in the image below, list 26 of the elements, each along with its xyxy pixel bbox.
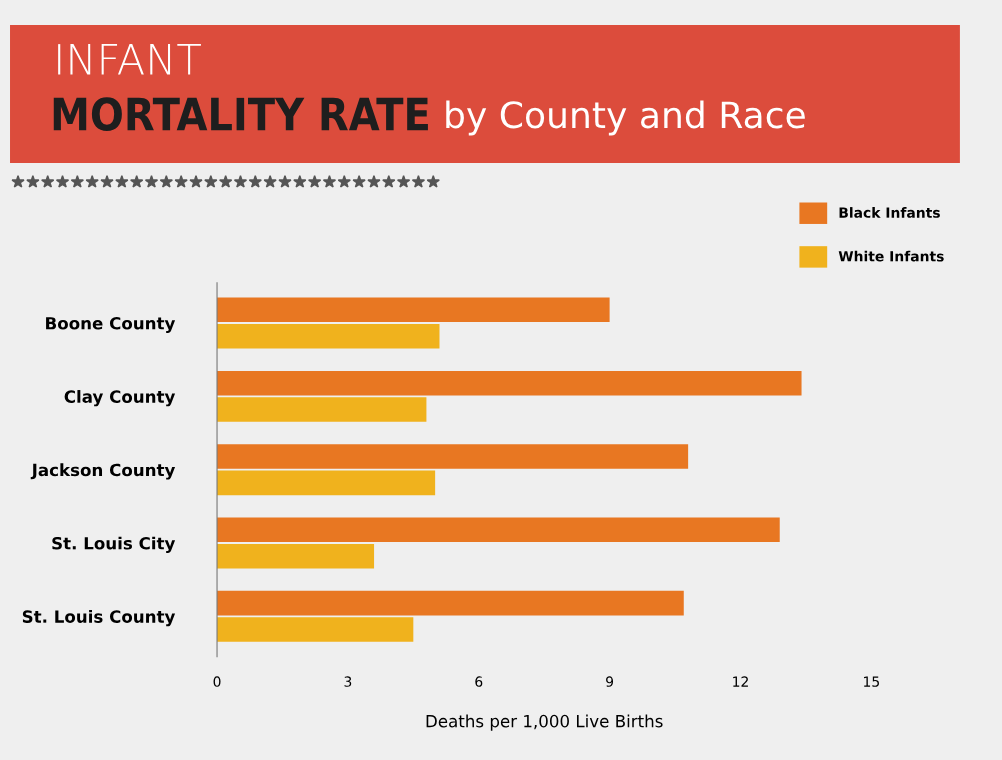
y-tick-label: Jackson County [30, 463, 176, 480]
bar [217, 543, 375, 569]
x-tick-label: 6 [475, 676, 483, 687]
y-tick-label: St. Louis County [22, 609, 176, 627]
x-tick-label: 15 [864, 676, 879, 687]
chart-subtitle: by County and Race [446, 100, 805, 136]
bar [217, 590, 684, 616]
legend-label: Black Infants [839, 207, 940, 218]
y-tick-label: Clay County [64, 390, 176, 407]
y-tick-label: Boone County [46, 316, 176, 333]
bar [217, 470, 436, 496]
bar [217, 323, 440, 349]
bar [217, 517, 780, 543]
bar [217, 297, 610, 323]
x-axis-title: Deaths per 1,000 Live Births [426, 714, 663, 731]
y-tick-label: St. Louis City [52, 536, 176, 553]
x-tick-label: 3 [344, 676, 352, 687]
bar [217, 444, 689, 469]
x-tick-label: 0 [213, 676, 221, 687]
bar [217, 617, 414, 642]
legend-label: White Infants [838, 250, 944, 262]
bar [217, 370, 802, 396]
bar [217, 397, 427, 422]
x-tick-label: 9 [606, 676, 614, 687]
x-tick-label: 12 [733, 676, 748, 687]
chart-title: INFANT MORTALITY RATE [53, 44, 428, 131]
